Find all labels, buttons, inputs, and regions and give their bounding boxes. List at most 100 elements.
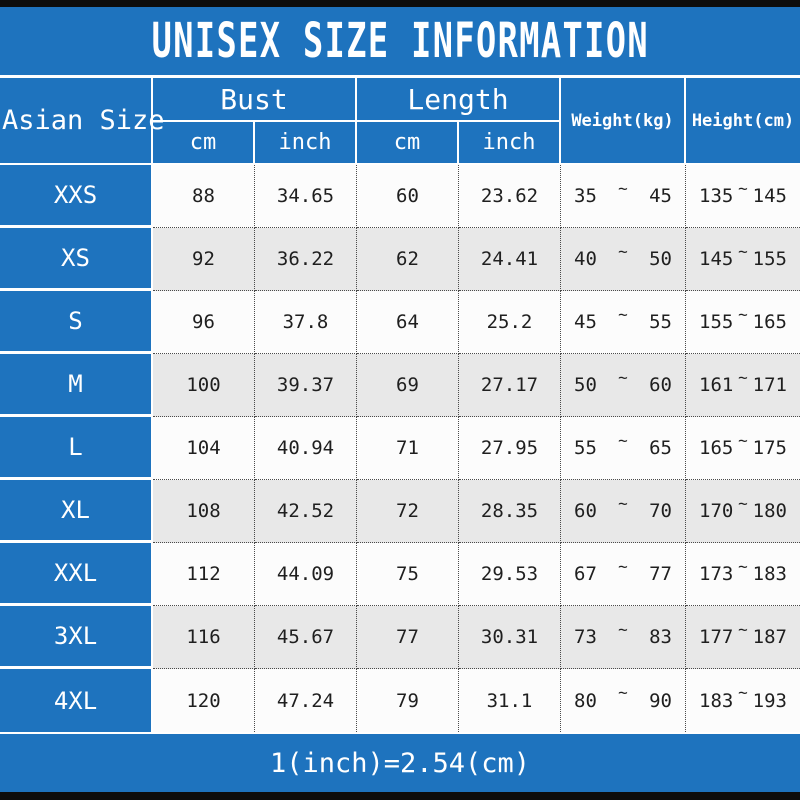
- range-max: 187: [752, 626, 787, 648]
- length-cm-cell: 79: [357, 669, 459, 732]
- range-max: 83: [649, 626, 672, 648]
- weight-range-cell: 73 ~83: [561, 606, 686, 669]
- range-max: 183: [752, 563, 787, 585]
- range-min: 145: [699, 248, 734, 270]
- header-length-cm: cm: [357, 122, 459, 165]
- bust-cm-cell: 108: [153, 480, 255, 543]
- weight-range-cell: 40 ~50: [561, 228, 686, 291]
- tilde-separator: ~: [738, 304, 748, 324]
- header-bust-group: Bust: [153, 78, 357, 122]
- bust-cm-cell: 104: [153, 417, 255, 480]
- size-label-cell: 3XL: [0, 606, 153, 669]
- tilde-separator: ~: [738, 367, 748, 387]
- range-min: 40: [574, 248, 597, 270]
- range-max: 165: [752, 311, 787, 333]
- range-min: 50: [574, 374, 597, 396]
- bust-inch-cell: 47.24: [255, 669, 357, 732]
- tilde-separator: ~: [618, 619, 628, 639]
- header-length-group: Length: [357, 78, 561, 122]
- length-cm-cell: 75: [357, 543, 459, 606]
- weight-range-cell: 50 ~60: [561, 354, 686, 417]
- tilde-separator: ~: [618, 304, 628, 324]
- weight-range-cell: 60 ~70: [561, 480, 686, 543]
- range-min: 73: [574, 626, 597, 648]
- range-min: 60: [574, 500, 597, 522]
- tilde-separator: ~: [618, 556, 628, 576]
- title-divider-line: [0, 75, 800, 78]
- length-inch-cell: 28.35: [459, 480, 561, 543]
- range-min: 177: [699, 626, 734, 648]
- height-range-cell: 155 ~165: [686, 291, 800, 354]
- range-max: 70: [649, 500, 672, 522]
- table-body: XXS 88 34.65 60 23.62 35 ~45 135 ~145 XS 92 36.22 62…: [0, 165, 800, 732]
- length-cm-cell: 77: [357, 606, 459, 669]
- page-title: UNISEX SIZE INFORMATION: [151, 13, 649, 69]
- bottom-black-bar: [0, 792, 800, 800]
- tilde-separator: ~: [738, 241, 748, 261]
- bust-inch-cell: 34.65: [255, 165, 357, 228]
- bust-cm-cell: 92: [153, 228, 255, 291]
- weight-range-cell: 55 ~65: [561, 417, 686, 480]
- range-max: 55: [649, 311, 672, 333]
- tilde-separator: ~: [738, 683, 748, 702]
- length-cm-cell: 62: [357, 228, 459, 291]
- range-max: 193: [752, 689, 787, 712]
- range-min: 173: [699, 563, 734, 585]
- size-label-cell: XL: [0, 480, 153, 543]
- bust-inch-cell: 36.22: [255, 228, 357, 291]
- height-range-cell: 170 ~180: [686, 480, 800, 543]
- range-max: 175: [752, 437, 787, 459]
- tilde-separator: ~: [618, 367, 628, 387]
- range-min: 55: [574, 437, 597, 459]
- bust-cm-cell: 88: [153, 165, 255, 228]
- bust-cm-cell: 120: [153, 669, 255, 732]
- size-label-cell: XS: [0, 228, 153, 291]
- bust-inch-cell: 44.09: [255, 543, 357, 606]
- bust-inch-cell: 45.67: [255, 606, 357, 669]
- length-cm-cell: 71: [357, 417, 459, 480]
- height-range-cell: 165 ~175: [686, 417, 800, 480]
- tilde-separator: ~: [618, 683, 628, 702]
- length-inch-cell: 31.1: [459, 669, 561, 732]
- range-min: 45: [574, 311, 597, 333]
- size-label-cell: S: [0, 291, 153, 354]
- length-cm-cell: 72: [357, 480, 459, 543]
- footer-banner: 1(inch)=2.54(cm): [0, 734, 800, 792]
- bust-inch-cell: 39.37: [255, 354, 357, 417]
- range-min: 67: [574, 563, 597, 585]
- tilde-separator: ~: [738, 493, 748, 513]
- range-min: 155: [699, 311, 734, 333]
- range-max: 60: [649, 374, 672, 396]
- conversion-note: 1(inch)=2.54(cm): [269, 747, 531, 779]
- height-range-cell: 161 ~171: [686, 354, 800, 417]
- bust-inch-cell: 40.94: [255, 417, 357, 480]
- header-bust-inch: inch: [255, 122, 357, 165]
- length-inch-cell: 25.2: [459, 291, 561, 354]
- range-min: 161: [699, 374, 734, 396]
- table-header: Asian Size Bust Length Weight(kg) Height…: [0, 78, 800, 165]
- length-cm-cell: 64: [357, 291, 459, 354]
- range-max: 90: [649, 689, 672, 712]
- tilde-separator: ~: [618, 430, 628, 450]
- range-max: 45: [649, 185, 672, 207]
- tilde-separator: ~: [618, 493, 628, 513]
- height-range-cell: 183 ~193: [686, 669, 800, 732]
- height-range-cell: 177 ~187: [686, 606, 800, 669]
- footer-divider-line: [0, 732, 800, 734]
- weight-range-cell: 45 ~55: [561, 291, 686, 354]
- bust-cm-cell: 112: [153, 543, 255, 606]
- tilde-separator: ~: [738, 178, 748, 198]
- length-cm-cell: 60: [357, 165, 459, 228]
- length-inch-cell: 23.62: [459, 165, 561, 228]
- height-range-cell: 145 ~155: [686, 228, 800, 291]
- height-range-cell: 135 ~145: [686, 165, 800, 228]
- length-cm-cell: 69: [357, 354, 459, 417]
- length-inch-cell: 24.41: [459, 228, 561, 291]
- header-bust-cm: cm: [153, 122, 255, 165]
- header-asian-size: Asian Size: [0, 78, 165, 165]
- range-min: 135: [699, 185, 734, 207]
- range-min: 80: [574, 689, 597, 712]
- weight-range-cell: 67 ~77: [561, 543, 686, 606]
- title-banner: UNISEX SIZE INFORMATION: [0, 7, 800, 75]
